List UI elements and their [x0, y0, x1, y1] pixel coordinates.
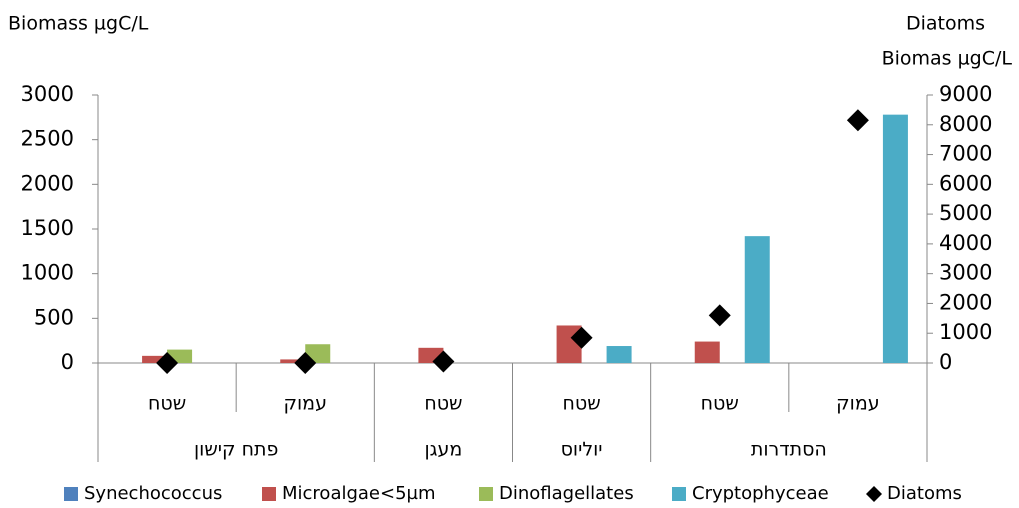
y2-tick-label: 4000	[939, 231, 992, 255]
bar	[694, 341, 720, 363]
bar	[882, 114, 908, 363]
y-tick-label: 1500	[21, 216, 74, 240]
legend-swatch	[479, 487, 493, 501]
x-tick-label: שטח	[701, 393, 739, 415]
y-tick-label: 3000	[21, 82, 74, 106]
y2-tick-label: 9000	[939, 82, 992, 106]
y2-tick-label: 5000	[939, 201, 992, 225]
legend-label: Cryptophyceae	[692, 483, 829, 504]
legend-label: Synechococcus	[84, 483, 222, 504]
y2-tick-label: 3000	[939, 261, 992, 285]
legend-swatch	[64, 487, 78, 501]
y2-tick-label: 7000	[939, 142, 992, 166]
bar	[142, 355, 168, 363]
group-label: יוליוס	[561, 439, 603, 461]
diatom-marker	[708, 304, 731, 327]
y-tick-label: 500	[34, 305, 74, 329]
y-axis-label: Biomass µgC/L	[8, 13, 149, 35]
diatom-marker	[156, 352, 179, 374]
x-tick-label: שטח	[148, 393, 186, 415]
diatom-marker	[570, 326, 593, 349]
bar	[606, 346, 632, 363]
legend-label: Dinoflagellates	[499, 483, 634, 504]
y2-tick-label: 1000	[939, 320, 992, 344]
y-tick-label: 2000	[21, 171, 74, 195]
group-label: פתח קישון	[194, 439, 278, 461]
x-tick-label: עמוק	[836, 393, 879, 415]
legend-swatch	[672, 487, 686, 501]
y-tick-label: 0	[61, 350, 74, 374]
bar	[280, 359, 306, 363]
y2-axis-label: Biomas µgC/L	[882, 48, 1013, 70]
group-label: הסתדרות	[751, 439, 827, 461]
legend-marker	[866, 486, 882, 502]
y2-axis-label: Diatoms	[906, 13, 985, 35]
y2-tick-label: 8000	[939, 112, 992, 136]
y-tick-label: 1000	[21, 261, 74, 285]
x-tick-label: שטח	[424, 393, 462, 415]
y2-tick-label: 0	[939, 350, 952, 374]
diatom-marker	[432, 350, 455, 373]
y2-tick-label: 2000	[939, 290, 992, 314]
x-tick-label: עמוק	[284, 393, 327, 415]
legend-label: Microalgae<5µm	[282, 483, 436, 504]
group-label: מעגן	[425, 439, 463, 461]
y-tick-label: 2500	[21, 127, 74, 151]
y2-tick-label: 6000	[939, 171, 992, 195]
x-tick-label: שטח	[562, 393, 600, 415]
legend-label: Diatoms	[887, 483, 962, 504]
diatom-marker	[294, 352, 317, 374]
bar	[744, 236, 770, 363]
diatom-marker	[846, 109, 869, 132]
legend-swatch	[262, 487, 276, 501]
